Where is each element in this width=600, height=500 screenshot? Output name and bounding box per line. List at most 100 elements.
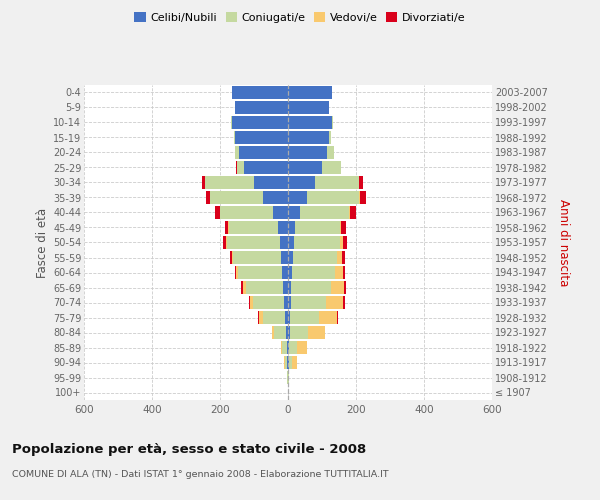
- Bar: [233, 252, 281, 264]
- Bar: [288, 102, 329, 114]
- Bar: [239, 146, 288, 158]
- Bar: [281, 252, 288, 264]
- Bar: [225, 222, 228, 234]
- Bar: [232, 252, 233, 264]
- Legend: Celibi/Nubili, Coniugati/e, Vedovi/e, Divorziati/e: Celibi/Nubili, Coniugati/e, Vedovi/e, Di…: [130, 8, 470, 28]
- Bar: [288, 356, 289, 368]
- Bar: [249, 296, 250, 308]
- Bar: [281, 342, 282, 353]
- Bar: [331, 282, 344, 294]
- Bar: [243, 282, 245, 294]
- Bar: [322, 162, 341, 173]
- Bar: [287, 356, 288, 368]
- Y-axis label: Anni di nascita: Anni di nascita: [557, 199, 570, 286]
- Bar: [349, 206, 350, 218]
- Bar: [241, 282, 243, 294]
- Bar: [263, 192, 288, 203]
- Bar: [343, 236, 347, 248]
- Bar: [289, 342, 297, 353]
- Bar: [287, 342, 288, 353]
- Bar: [308, 326, 325, 338]
- Bar: [232, 116, 288, 128]
- Bar: [340, 222, 341, 234]
- Bar: [294, 236, 340, 248]
- Bar: [319, 312, 337, 324]
- Bar: [238, 266, 282, 278]
- Bar: [329, 132, 331, 143]
- Bar: [307, 192, 359, 203]
- Bar: [250, 296, 253, 308]
- Bar: [235, 266, 236, 278]
- Bar: [335, 266, 343, 278]
- Bar: [288, 176, 315, 188]
- Bar: [232, 86, 288, 99]
- Bar: [234, 132, 235, 143]
- Bar: [326, 296, 343, 308]
- Bar: [297, 342, 307, 353]
- Bar: [288, 146, 327, 158]
- Bar: [292, 266, 335, 278]
- Bar: [223, 236, 226, 248]
- Bar: [288, 116, 332, 128]
- Bar: [288, 236, 294, 248]
- Bar: [287, 372, 288, 384]
- Bar: [220, 206, 273, 218]
- Bar: [245, 282, 283, 294]
- Bar: [226, 236, 227, 248]
- Bar: [288, 342, 289, 353]
- Bar: [288, 162, 322, 173]
- Bar: [343, 296, 345, 308]
- Bar: [332, 116, 333, 128]
- Bar: [278, 222, 288, 234]
- Bar: [291, 296, 326, 308]
- Bar: [272, 326, 274, 338]
- Bar: [360, 192, 366, 203]
- Bar: [288, 86, 332, 99]
- Bar: [230, 252, 232, 264]
- Bar: [286, 326, 288, 338]
- Bar: [215, 206, 220, 218]
- Bar: [289, 356, 292, 368]
- Bar: [288, 206, 300, 218]
- Bar: [235, 146, 239, 158]
- Bar: [283, 282, 288, 294]
- Bar: [290, 326, 308, 338]
- Bar: [284, 356, 287, 368]
- Bar: [282, 266, 288, 278]
- Bar: [340, 236, 343, 248]
- Bar: [288, 192, 307, 203]
- Bar: [295, 222, 340, 234]
- Bar: [205, 176, 254, 188]
- Bar: [253, 296, 284, 308]
- Bar: [229, 222, 278, 234]
- Bar: [288, 222, 295, 234]
- Bar: [337, 312, 338, 324]
- Bar: [359, 176, 363, 188]
- Bar: [254, 176, 288, 188]
- Text: COMUNE DI ALA (TN) - Dati ISTAT 1° gennaio 2008 - Elaborazione TUTTITALIA.IT: COMUNE DI ALA (TN) - Dati ISTAT 1° genna…: [12, 470, 389, 479]
- Bar: [343, 266, 345, 278]
- Bar: [282, 342, 287, 353]
- Bar: [231, 116, 232, 128]
- Bar: [315, 176, 359, 188]
- Bar: [235, 132, 288, 143]
- Bar: [227, 236, 280, 248]
- Bar: [288, 296, 291, 308]
- Bar: [244, 162, 288, 173]
- Bar: [341, 222, 346, 234]
- Bar: [343, 252, 345, 264]
- Bar: [288, 252, 293, 264]
- Bar: [236, 266, 238, 278]
- Bar: [285, 312, 288, 324]
- Bar: [288, 282, 292, 294]
- Y-axis label: Fasce di età: Fasce di età: [35, 208, 49, 278]
- Bar: [288, 312, 290, 324]
- Bar: [293, 252, 337, 264]
- Bar: [280, 236, 288, 248]
- Bar: [210, 192, 263, 203]
- Bar: [259, 312, 263, 324]
- Bar: [344, 282, 346, 294]
- Bar: [292, 282, 331, 294]
- Bar: [273, 206, 288, 218]
- Bar: [202, 176, 205, 188]
